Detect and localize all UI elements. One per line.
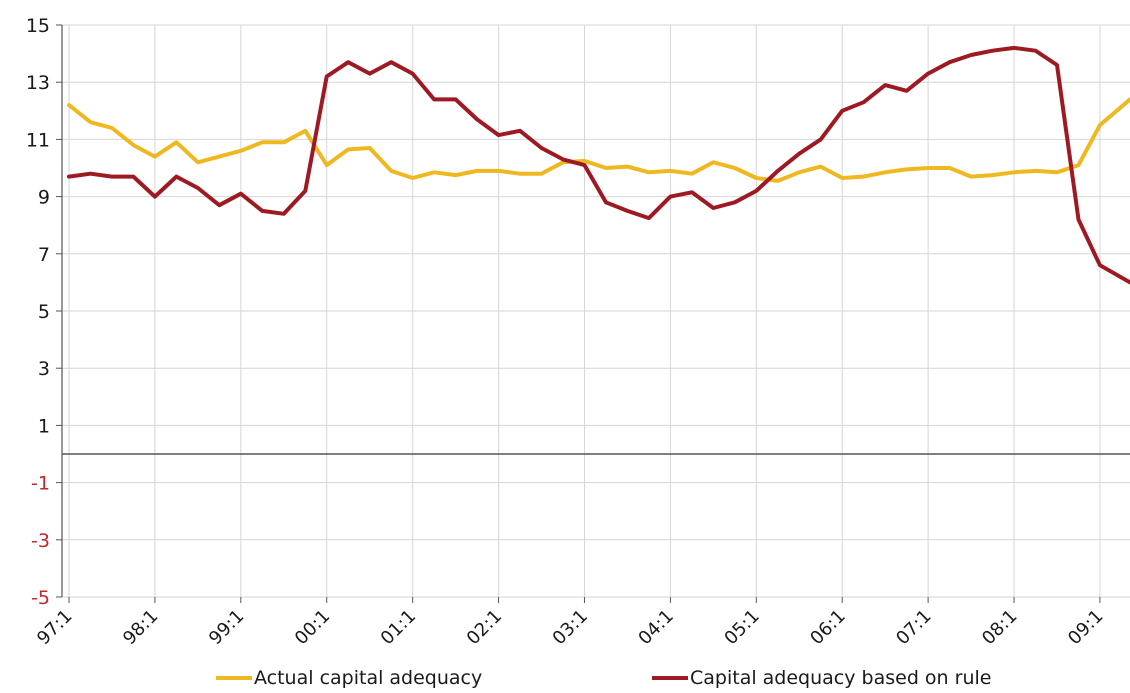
y-tick-label: -5 [31, 587, 50, 609]
y-tick-label: 7 [38, 244, 50, 266]
x-tick-label: 07:1 [892, 606, 935, 649]
x-tick-label: 01:1 [377, 606, 420, 649]
x-tick-label: 05:1 [720, 606, 763, 649]
y-tick-label: 9 [38, 187, 50, 209]
x-tick-label: 99:1 [205, 606, 248, 649]
x-tick-labels: 97:1 98:1 99:1 00:1 01:1 02:1 03:1 04:1 05:1 06:1… [33, 606, 1107, 649]
gridlines [62, 24, 1130, 598]
legend-swatch-rule [652, 676, 688, 680]
legend-label-actual: Actual capital adequacy [254, 667, 483, 689]
y-tick-label: 5 [38, 301, 50, 323]
y-tick-label: 11 [26, 129, 50, 151]
legend-item-rule: Capital adequacy based on rule [652, 663, 991, 693]
y-tick-label: 13 [26, 72, 50, 94]
y-tick-label: -1 [31, 473, 50, 495]
x-tick-label: 08:1 [978, 606, 1021, 649]
legend-label-rule: Capital adequacy based on rule [690, 667, 992, 689]
x-tick-label: 03:1 [549, 606, 592, 649]
legend-swatch-actual [216, 676, 252, 680]
y-tick-label: 15 [26, 15, 50, 37]
legend-item-actual: Actual capital adequacy [216, 663, 482, 693]
x-tick-label: 09:1 [1064, 606, 1107, 649]
series-line-actual [67, 97, 1130, 183]
x-tick-label: 06:1 [806, 606, 849, 649]
y-tick-label: -3 [31, 530, 50, 552]
x-tick-label: 97:1 [33, 606, 76, 649]
y-tick-label: 3 [38, 358, 50, 380]
axes [56, 24, 1130, 603]
y-tick-label: 1 [38, 415, 50, 437]
x-tick-label: 04:1 [634, 606, 677, 649]
series-lines [67, 45, 1130, 285]
x-tick-label: 00:1 [291, 606, 334, 649]
series-line-rule [67, 45, 1130, 285]
x-tick-label: 98:1 [119, 606, 162, 649]
x-tick-label: 02:1 [463, 606, 506, 649]
y-tick-labels: 15 13 11 9 7 5 3 1 -1 -3 -5 [26, 15, 50, 609]
